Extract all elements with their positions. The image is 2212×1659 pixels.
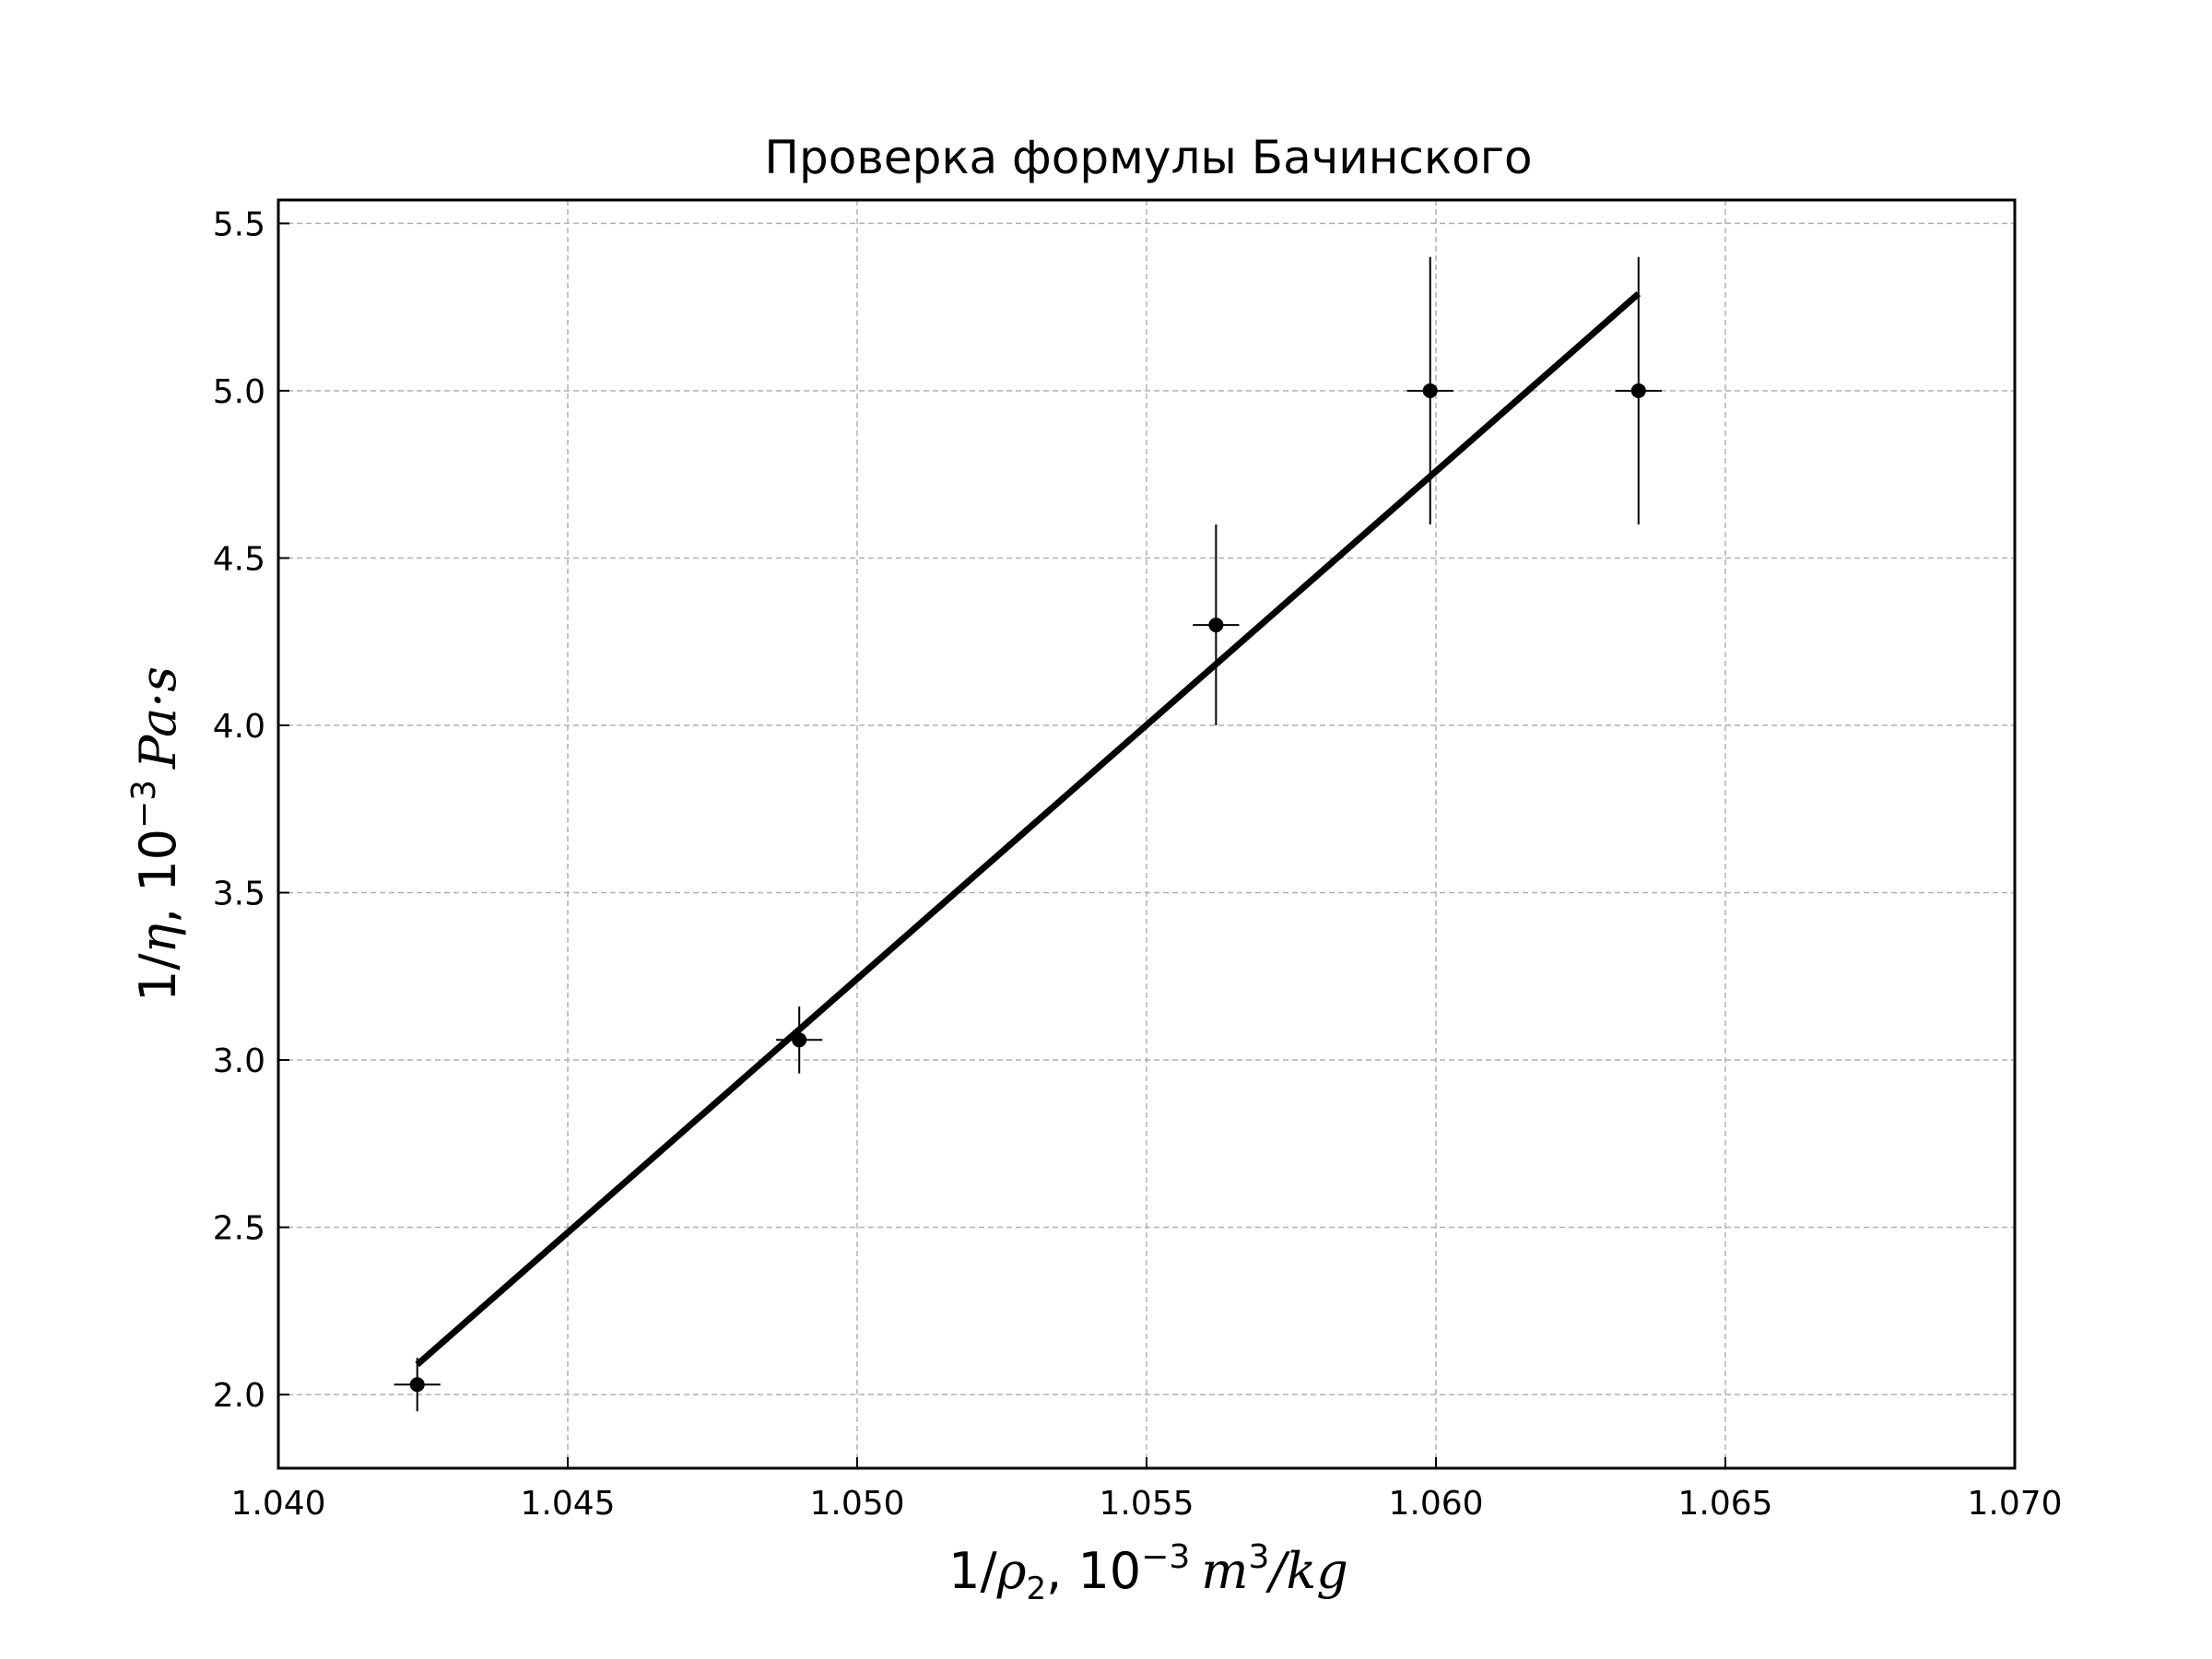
x-tick-label: 1.050 (809, 1485, 904, 1523)
plot-frame (276, 198, 2017, 1470)
x-tick-label: 1.040 (230, 1485, 325, 1523)
y-tick-label: 3.0 (213, 1042, 265, 1080)
x-tick-label: 1.045 (520, 1485, 615, 1523)
x-axis-label: 1/ρ2, 10−3 m3/kg (948, 1538, 1348, 1607)
data-point (1422, 382, 1438, 398)
x-tick-label: 1.065 (1677, 1485, 1772, 1523)
ticks-layer: 1.040 1.045 1.050 1.055 1.060 1.065 1.070 2.0 2.… (213, 206, 2063, 1523)
x-tick-label: 1.060 (1388, 1485, 1483, 1523)
y-tick-label: 5.0 (213, 373, 265, 411)
grid-lines (277, 200, 2016, 1468)
y-tick-label: 2.5 (213, 1210, 265, 1248)
y-tick-label: 2.0 (213, 1377, 265, 1415)
data-point (1208, 618, 1224, 633)
y-tick-label: 4.5 (213, 540, 265, 578)
x-tick-label: 1.070 (1967, 1485, 2062, 1523)
data-point (792, 1032, 807, 1048)
x-tick-label: 1.055 (1099, 1485, 1194, 1523)
data-point (1630, 382, 1646, 398)
chart-title: Проверка формулы Бачинского (764, 131, 1532, 184)
y-tick-label: 4.0 (213, 708, 265, 746)
y-tick-label: 5.5 (213, 206, 265, 243)
y-tick-label: 3.5 (213, 876, 265, 913)
y-axis-label: 1/η, 10−3Pa·s (125, 666, 187, 1002)
fit-line (415, 291, 1641, 1368)
data-point (409, 1377, 425, 1393)
error-bars-layer (394, 256, 1662, 1412)
fit-line-layer (415, 291, 1641, 1368)
